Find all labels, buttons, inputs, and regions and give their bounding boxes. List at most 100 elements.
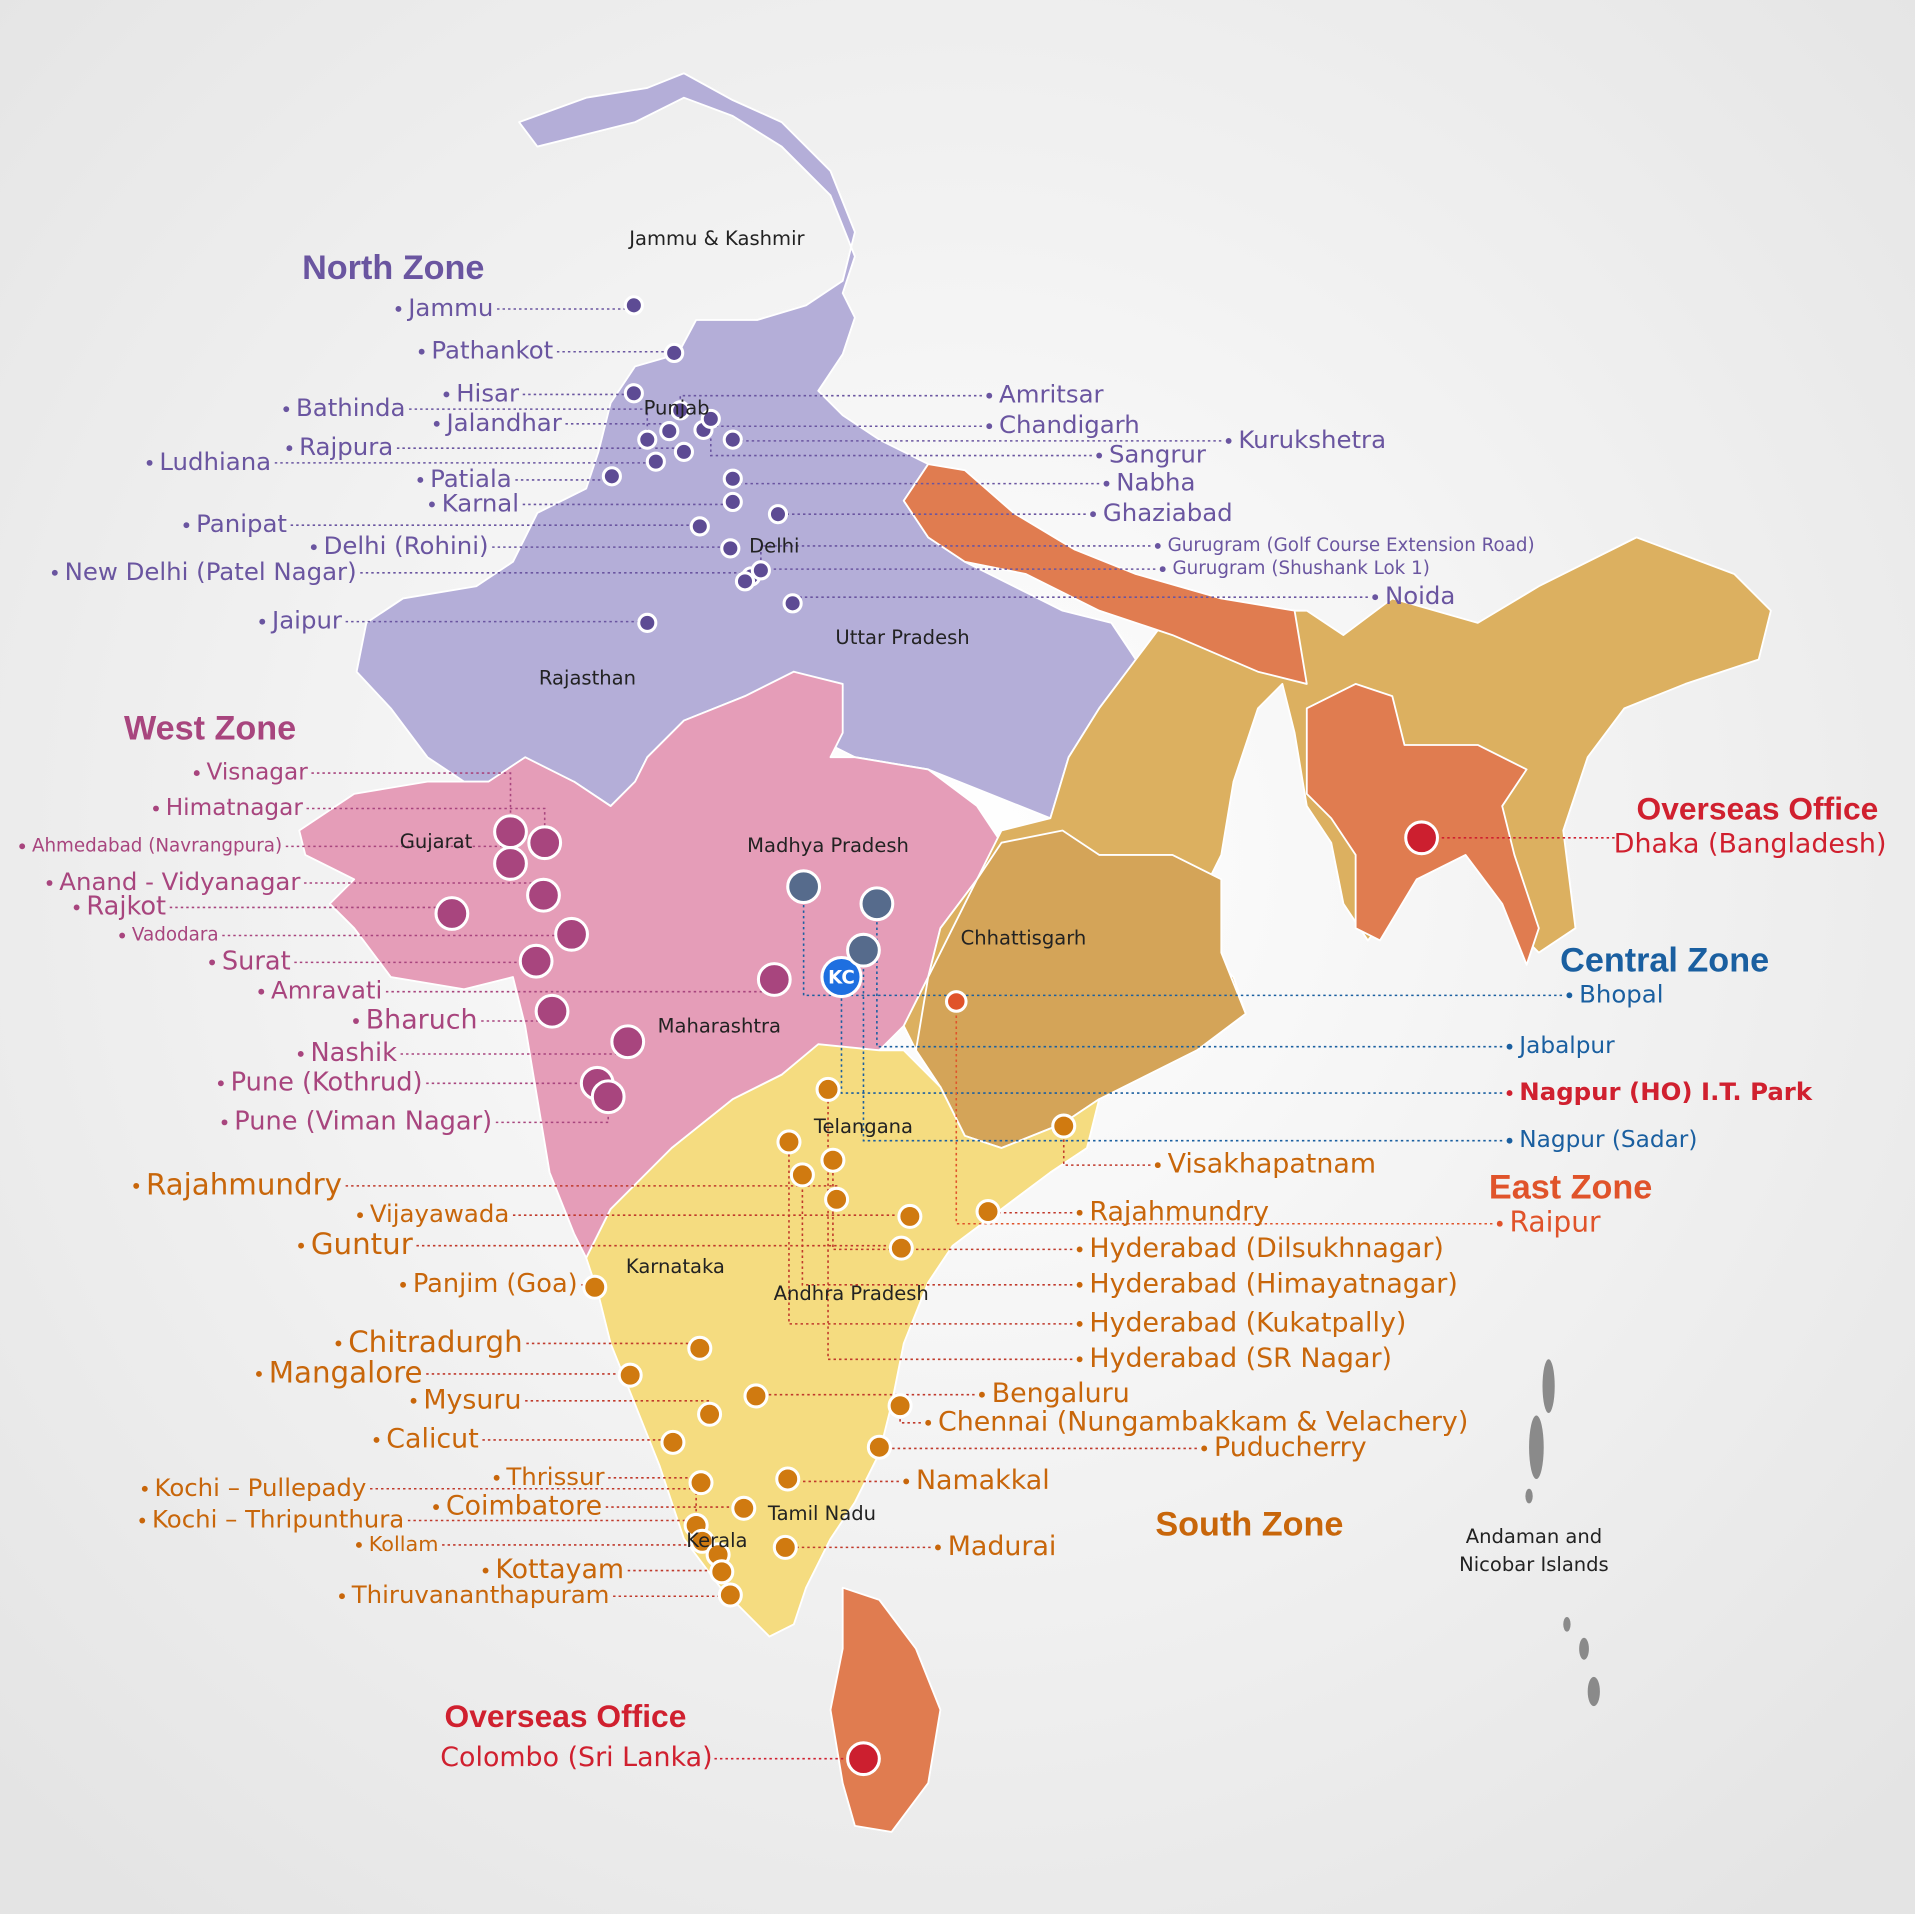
office-label: Nagpur (HO) I.T. Park [1519, 1077, 1813, 1106]
office-label: Amravati [271, 976, 382, 1005]
bullet [903, 1478, 910, 1485]
bullet [353, 1018, 359, 1024]
bullet [217, 1080, 224, 1087]
bullet [46, 880, 53, 886]
office-label: Jammu [406, 293, 493, 322]
office-dot [772, 1534, 798, 1560]
office-dot [617, 1362, 643, 1388]
office-label: Thrissur [505, 1462, 605, 1491]
office-dot [659, 421, 680, 442]
region-label: Chhattisgarh [961, 927, 1087, 950]
office-dot [687, 1335, 713, 1361]
bullet [1076, 1281, 1083, 1288]
office-label: Jalandhar [444, 408, 562, 437]
island [1542, 1359, 1555, 1414]
bullet [417, 477, 424, 483]
bullet [51, 569, 58, 576]
bullet [139, 1517, 146, 1524]
bullet [283, 406, 290, 413]
office-label: Ludhiana [159, 447, 271, 476]
bullet [1201, 1445, 1208, 1452]
south-region [585, 1043, 1101, 1638]
bullet [153, 805, 159, 812]
zone-title: West Zone [124, 709, 296, 747]
bullet [19, 843, 26, 850]
office-dot [493, 814, 528, 850]
bullet [418, 348, 425, 355]
office-dot [944, 990, 968, 1013]
region-label: Karnataka [626, 1255, 725, 1278]
office-label: Hyderabad (Himayatnagar) [1089, 1268, 1457, 1299]
bullet [395, 306, 402, 312]
bullet [1103, 480, 1110, 487]
bullet [297, 1051, 304, 1057]
office-label: Gurugram (Shushank Lok 1) [1172, 558, 1429, 579]
office-label: Nabha [1116, 468, 1195, 497]
office-label: Kurukshetra [1238, 425, 1386, 454]
bullet [73, 904, 80, 911]
office-dot [700, 408, 721, 429]
bullet [935, 1544, 941, 1551]
office-dot [610, 1024, 646, 1060]
office-dot [722, 491, 743, 513]
overseas-title: Overseas Office [1637, 790, 1879, 826]
office-label: Patiala [430, 464, 512, 493]
bullet [1506, 1137, 1513, 1144]
overseas-dot [846, 1741, 881, 1777]
bullet [357, 1212, 363, 1219]
office-label: Raipur [1510, 1206, 1602, 1239]
office-dot [645, 451, 666, 472]
office-label: Panipat [196, 509, 287, 538]
office-dot [709, 1559, 735, 1585]
overseas-office: Dhaka (Bangladesh) [1614, 829, 1887, 860]
office-dot [582, 1274, 608, 1300]
bullet [373, 1436, 380, 1443]
andaman-islands [1525, 1359, 1600, 1707]
office-label: Guntur [311, 1227, 414, 1261]
region-label: Gujarat [400, 830, 473, 853]
office-dots: KC [434, 295, 1439, 1777]
office-label: Karnal [442, 488, 519, 517]
office-label: Hisar [456, 378, 520, 407]
office-dot [731, 1495, 757, 1521]
office-label: Nagpur (Sadar) [1519, 1126, 1697, 1153]
office-label: Ahmedabad (Navrangpura) [32, 835, 282, 856]
office-label: Mangalore [269, 1355, 423, 1389]
bullet [1076, 1209, 1083, 1216]
office-dot [776, 1129, 802, 1155]
office-label: Thiruvananthapuram [351, 1580, 610, 1609]
bullet [1496, 1220, 1503, 1227]
office-label: Calicut [386, 1423, 478, 1454]
office-label: Visakhapatnam [1168, 1149, 1376, 1180]
leader-line [802, 886, 1563, 997]
zone-title: South Zone [1155, 1506, 1343, 1544]
zone-title: East Zone [1489, 1169, 1652, 1207]
office-label: Chitradurgh [348, 1325, 523, 1359]
leader-line [306, 807, 546, 843]
zone-title: North Zone [302, 249, 484, 287]
office-label: Gurugram (Golf Course Extension Road) [1168, 535, 1535, 556]
office-dot [897, 1203, 923, 1229]
leader-line [862, 950, 1503, 1142]
office-dot [601, 466, 622, 487]
bullet [119, 932, 126, 939]
island [1563, 1617, 1571, 1632]
region-label: Tamil Nadu [767, 1502, 876, 1525]
bullet [433, 1504, 439, 1511]
region-label: Rajasthan [539, 667, 636, 690]
office-label: Panjim (Goa) [413, 1269, 578, 1299]
office-dot [888, 1235, 914, 1261]
nepal [902, 463, 1308, 685]
office-label: Kollam [369, 1532, 439, 1556]
office-dot [824, 1186, 850, 1212]
office-dot [493, 846, 528, 881]
office-label: Rajpura [299, 432, 393, 461]
office-label: Pune (Viman Nagar) [234, 1106, 492, 1136]
office-label: Delhi (Rohini) [324, 531, 489, 560]
bullet [433, 420, 440, 427]
office-dot [1051, 1113, 1077, 1139]
office-label: Hyderabad (SR Nagar) [1089, 1343, 1392, 1374]
leader-line [840, 977, 1503, 1094]
overseas-title: Overseas Office [445, 1698, 687, 1734]
